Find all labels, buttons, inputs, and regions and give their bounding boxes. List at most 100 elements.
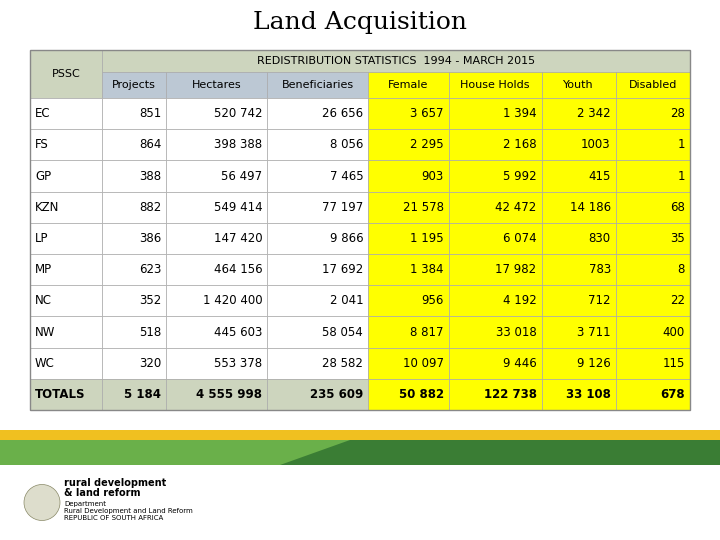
Bar bbox=[368, 72, 449, 98]
Text: & land reform: & land reform bbox=[64, 488, 140, 498]
Text: 1 195: 1 195 bbox=[410, 232, 444, 245]
Bar bbox=[102, 254, 166, 285]
Text: 1 420 400: 1 420 400 bbox=[202, 294, 262, 307]
Text: 2 295: 2 295 bbox=[410, 138, 444, 151]
Bar bbox=[166, 285, 267, 316]
Text: 882: 882 bbox=[139, 201, 161, 214]
Text: 115: 115 bbox=[662, 357, 685, 370]
Text: 783: 783 bbox=[588, 263, 611, 276]
Bar bbox=[368, 98, 449, 129]
Bar bbox=[102, 129, 166, 160]
Bar bbox=[541, 72, 616, 98]
Bar bbox=[166, 223, 267, 254]
Bar bbox=[102, 223, 166, 254]
Bar bbox=[368, 316, 449, 348]
Bar bbox=[166, 348, 267, 379]
Bar bbox=[368, 254, 449, 285]
Text: 712: 712 bbox=[588, 294, 611, 307]
Text: REDISTRIBUTION STATISTICS  1994 - MARCH 2015: REDISTRIBUTION STATISTICS 1994 - MARCH 2… bbox=[257, 56, 535, 66]
Bar bbox=[166, 72, 267, 98]
Bar bbox=[102, 160, 166, 192]
Text: 10 097: 10 097 bbox=[402, 357, 444, 370]
Text: 122 738: 122 738 bbox=[484, 388, 536, 401]
Text: 9 446: 9 446 bbox=[503, 357, 536, 370]
Text: 445 603: 445 603 bbox=[214, 326, 262, 339]
Bar bbox=[368, 129, 449, 160]
Bar bbox=[368, 223, 449, 254]
Bar bbox=[102, 98, 166, 129]
Bar bbox=[30, 192, 102, 223]
Bar bbox=[541, 316, 616, 348]
Text: 50 882: 50 882 bbox=[399, 388, 444, 401]
Bar bbox=[30, 348, 102, 379]
Text: 518: 518 bbox=[139, 326, 161, 339]
Text: Land Acquisition: Land Acquisition bbox=[253, 10, 467, 33]
Text: 6 074: 6 074 bbox=[503, 232, 536, 245]
Bar bbox=[102, 348, 166, 379]
Bar bbox=[30, 160, 102, 192]
Text: 56 497: 56 497 bbox=[221, 170, 262, 183]
Text: 520 742: 520 742 bbox=[214, 107, 262, 120]
Bar bbox=[616, 254, 690, 285]
Text: 17 982: 17 982 bbox=[495, 263, 536, 276]
Bar bbox=[449, 285, 541, 316]
Bar bbox=[30, 223, 102, 254]
Text: GP: GP bbox=[35, 170, 51, 183]
Bar bbox=[30, 254, 102, 285]
Bar bbox=[616, 72, 690, 98]
Text: 1: 1 bbox=[678, 138, 685, 151]
Text: 9 126: 9 126 bbox=[577, 357, 611, 370]
Text: 21 578: 21 578 bbox=[402, 201, 444, 214]
Bar bbox=[166, 129, 267, 160]
Text: Hectares: Hectares bbox=[192, 80, 241, 90]
Text: 8: 8 bbox=[678, 263, 685, 276]
Text: 1003: 1003 bbox=[581, 138, 611, 151]
Text: 35: 35 bbox=[670, 232, 685, 245]
Text: NW: NW bbox=[35, 326, 55, 339]
Bar bbox=[541, 379, 616, 410]
Bar bbox=[267, 285, 368, 316]
Bar bbox=[616, 285, 690, 316]
Text: 8 817: 8 817 bbox=[410, 326, 444, 339]
Bar bbox=[541, 285, 616, 316]
Text: 903: 903 bbox=[421, 170, 444, 183]
Text: 77 197: 77 197 bbox=[322, 201, 364, 214]
Bar bbox=[449, 72, 541, 98]
Bar bbox=[368, 379, 449, 410]
Text: 956: 956 bbox=[421, 294, 444, 307]
Text: 28 582: 28 582 bbox=[323, 357, 364, 370]
Bar bbox=[616, 98, 690, 129]
Text: PSSC: PSSC bbox=[52, 69, 81, 79]
Bar bbox=[166, 254, 267, 285]
Bar bbox=[267, 316, 368, 348]
Bar bbox=[0, 430, 720, 440]
Bar bbox=[30, 98, 102, 129]
Bar bbox=[30, 379, 102, 410]
Text: 17 692: 17 692 bbox=[322, 263, 364, 276]
Text: 415: 415 bbox=[588, 170, 611, 183]
Text: 388: 388 bbox=[139, 170, 161, 183]
Bar bbox=[449, 379, 541, 410]
Text: Youth: Youth bbox=[563, 80, 594, 90]
Text: 147 420: 147 420 bbox=[214, 232, 262, 245]
Text: 22: 22 bbox=[670, 294, 685, 307]
Bar bbox=[541, 348, 616, 379]
Text: 235 609: 235 609 bbox=[310, 388, 364, 401]
Bar bbox=[616, 192, 690, 223]
Bar bbox=[0, 440, 720, 465]
Text: EC: EC bbox=[35, 107, 50, 120]
Text: WC: WC bbox=[35, 357, 55, 370]
Bar bbox=[616, 348, 690, 379]
Text: 549 414: 549 414 bbox=[214, 201, 262, 214]
Bar bbox=[449, 348, 541, 379]
Bar bbox=[267, 72, 368, 98]
Bar bbox=[541, 129, 616, 160]
Text: 8 056: 8 056 bbox=[330, 138, 364, 151]
Text: 9 866: 9 866 bbox=[330, 232, 364, 245]
Bar bbox=[166, 160, 267, 192]
Bar bbox=[30, 50, 102, 98]
Text: Department: Department bbox=[64, 501, 106, 507]
Text: 28: 28 bbox=[670, 107, 685, 120]
Bar bbox=[449, 192, 541, 223]
Bar bbox=[616, 160, 690, 192]
